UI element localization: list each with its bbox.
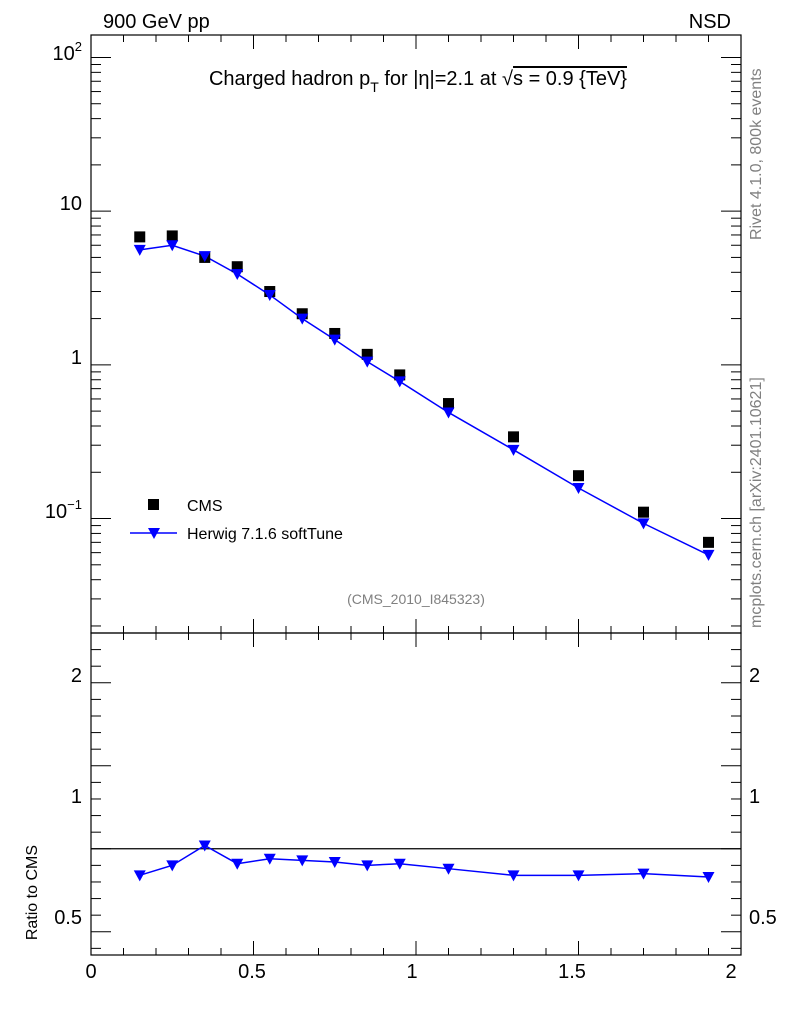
ratio-line (139, 844, 709, 878)
ratio-plot-frame (90, 632, 742, 956)
herwig-point (442, 407, 455, 419)
ratio-point (328, 857, 341, 869)
ratio-y-tick-label-2: 2 (71, 665, 82, 687)
legend-herwig-marker (148, 528, 160, 539)
ratio-point (702, 871, 715, 883)
ratio-point (572, 870, 585, 882)
herwig-point (637, 518, 650, 530)
x-tick-label-1: 1 (406, 961, 417, 983)
cms-point (508, 431, 519, 443)
herwig-point (361, 356, 374, 368)
cms-point (231, 261, 243, 273)
ratio-y-tick-label-right-2: 2 (749, 665, 760, 687)
ratio-point (442, 863, 455, 875)
ratio-point (133, 870, 146, 882)
cms-point (703, 536, 714, 548)
herwig-line (139, 244, 709, 556)
x-tick-label-0: 0 (85, 961, 96, 983)
herwig-point (507, 444, 520, 456)
herwig-point (198, 251, 211, 263)
x-tick-label-1.5: 1.5 (558, 961, 586, 983)
ratio-point (393, 858, 406, 870)
ratio-point (361, 860, 374, 872)
ratio-y-tick-label-0.5: 0.5 (54, 907, 82, 929)
cms-point (638, 506, 649, 518)
y-tick-label-1: 1 (71, 347, 82, 369)
analysis-tag: (CMS_2010_I845323) (347, 591, 485, 607)
data-marks (133, 230, 715, 883)
rivet-version-label: Rivet 4.1.0, 800k events (748, 68, 765, 240)
cms-point (573, 470, 584, 482)
ratio-point (637, 868, 650, 880)
ratio-y-tick-label-right-0.5: 0.5 (749, 907, 777, 929)
mcplots-source-label: mcplots.cern.ch [arXiv:2401.10621] (748, 377, 765, 628)
axis-ticks (90, 35, 742, 955)
legend: CMS Herwig 7.1.6 softTune (130, 498, 343, 543)
ratio-point (296, 855, 309, 867)
ratio-y-tick-label-right-1: 1 (749, 786, 760, 808)
herwig-point (263, 289, 276, 301)
cms-point (361, 348, 373, 360)
ratio-y-tick-label-1: 1 (71, 786, 82, 808)
ratio-point (198, 840, 211, 852)
chart-title: Charged hadron pT for |η|=2.1 at √s = 0.… (209, 68, 627, 95)
herwig-point (231, 269, 244, 281)
herwig-point (393, 376, 406, 388)
ratio-point (166, 860, 179, 872)
legend-cms-marker (148, 499, 159, 510)
cms-point (166, 230, 178, 242)
herwig-point (702, 549, 715, 561)
legend-cms-label: CMS (187, 498, 223, 515)
x-tick-label-0.5: 0.5 (238, 961, 266, 983)
ratio-point (231, 858, 244, 870)
cms-point (329, 327, 341, 339)
cms-point (443, 398, 454, 410)
y-tick-label-100: 102 (53, 39, 82, 65)
header-left: 900 GeV pp (103, 11, 210, 33)
ratio-point (507, 870, 520, 882)
herwig-point (328, 334, 341, 346)
legend-herwig-label: Herwig 7.1.6 softTune (187, 526, 343, 543)
herwig-point (296, 313, 309, 325)
cms-point (134, 231, 146, 243)
cms-point (394, 369, 406, 381)
y-tick-label-10: 10 (60, 193, 82, 215)
main-plot-frame (90, 34, 742, 634)
ratio-y-axis-label: Ratio to CMS (24, 845, 41, 940)
x-tick-label-2: 2 (725, 961, 736, 983)
y-tick-label-0.1: 10−1 (45, 497, 82, 523)
herwig-point (166, 240, 179, 252)
herwig-point (133, 244, 146, 256)
herwig-point (572, 483, 585, 495)
header-right: NSD (689, 11, 731, 33)
ratio-point (263, 853, 276, 865)
